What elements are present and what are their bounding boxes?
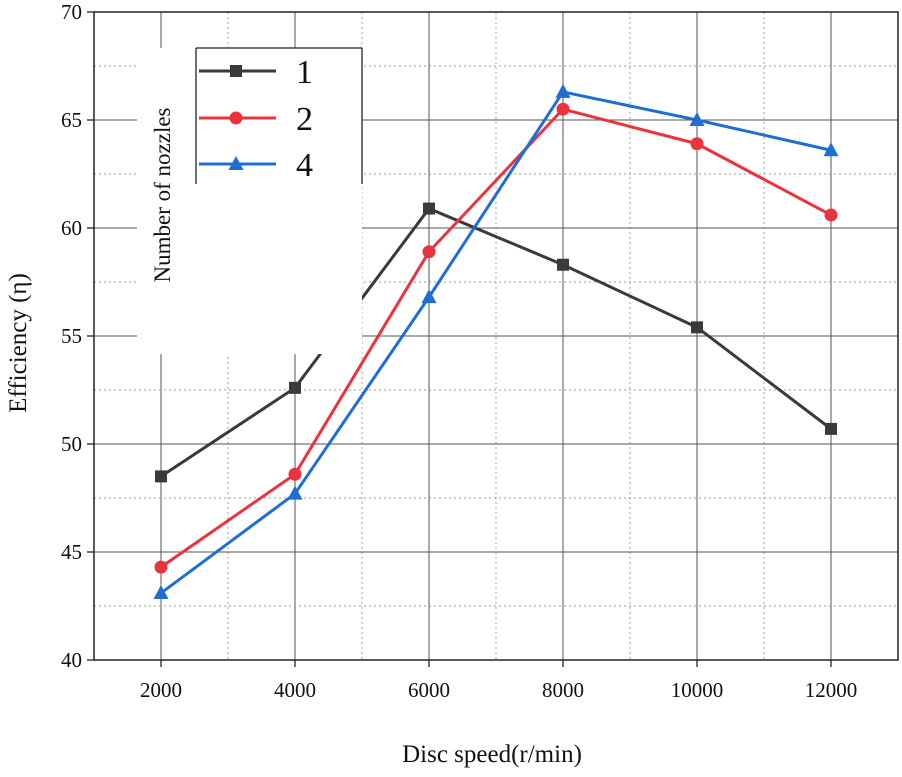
legend-title: Number of nozzles [150,107,175,282]
x-tick-label: 12000 [805,678,858,702]
series-2-line [160,107,832,569]
y-tick-label: 40 [61,648,82,672]
series-2-point [154,560,168,574]
series-4-point [689,112,705,126]
series-2-point [824,208,838,222]
series-1-point [557,258,569,271]
series-4 [153,83,839,600]
series-4-point [555,83,571,98]
legend-entry-4: 4 [199,147,313,184]
series-1-line [160,207,832,478]
x-axis-title: Disc speed(r/min) [402,741,582,768]
y-tick-label: 60 [61,216,82,240]
legend-items: 1 2 4 [199,54,313,184]
legend-marker-1 [230,65,242,77]
x-tick-label: 10000 [671,678,724,702]
series-4-point [823,142,839,157]
series-2-point [422,245,436,259]
series-1-point [155,470,167,483]
y-tick-label: 55 [61,324,82,348]
legend: Number of nozzles 1 2 4 [137,47,363,354]
x-tick-label: 8000 [542,678,584,702]
y-tick-label: 70 [61,0,82,24]
series-1-point [825,422,837,435]
x-tick-label: 6000 [408,678,450,702]
legend-entry-2: 2 [199,101,313,138]
series-1-point [289,381,301,394]
series-4-point [153,585,169,600]
axis-ticks: 40 45 50 55 60 65 70 2000 4000 6000 8000 10000 12000 [61,0,857,702]
series [153,83,839,600]
legend-label-1: 1 [296,54,313,91]
legend-box [137,48,362,354]
series-2-point [690,137,704,151]
series-4-line [160,90,832,595]
y-tick-label: 65 [61,108,82,132]
x-tick-label: 4000 [274,678,316,702]
legend-marker-2 [229,111,243,125]
y-tick-label: 45 [61,540,82,564]
legend-entry-1: 1 [199,54,313,91]
legend-marker-4 [228,156,244,170]
series-4-point [421,289,437,304]
x-tick-label: 2000 [140,678,182,702]
y-axis-title: Efficiency (η) [5,273,32,413]
legend-label-2: 2 [296,101,313,138]
series-1-point [423,202,435,215]
legend-label-4: 4 [296,147,313,184]
series-1 [155,202,837,483]
series-4-point [287,485,303,500]
series-2-point [288,467,302,481]
series-2-point [556,102,570,116]
y-tick-label: 50 [61,432,82,456]
series-1-point [691,321,703,334]
series-2 [154,102,838,574]
